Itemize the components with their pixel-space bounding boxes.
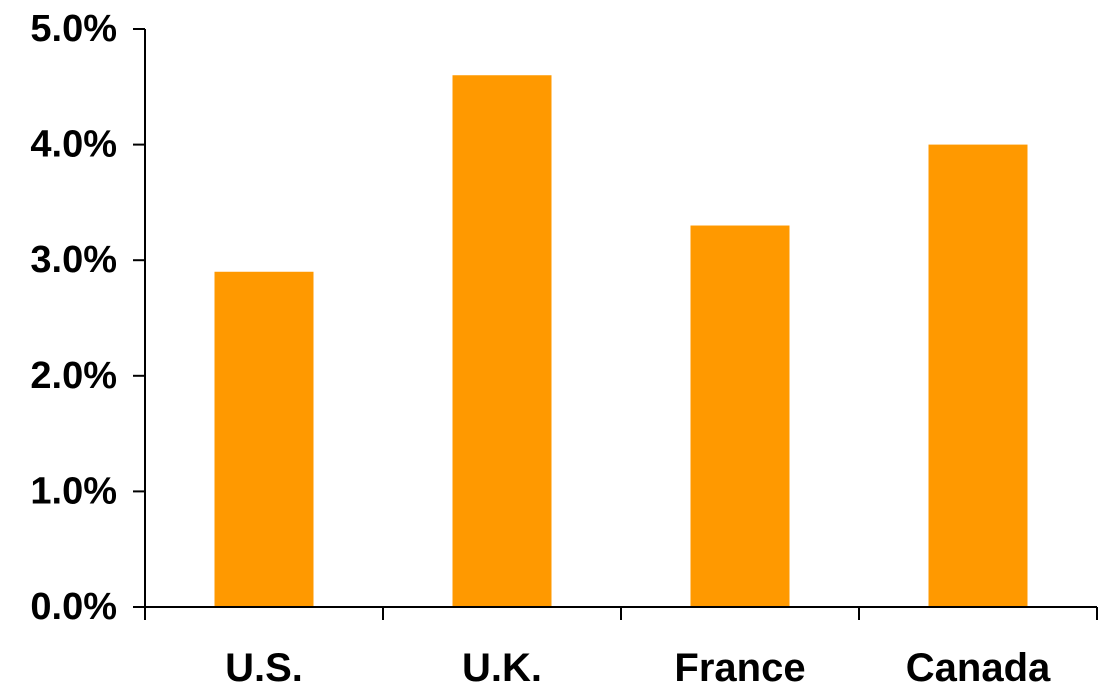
y-axis-tick-labels: 0.0% 1.0% 2.0% 3.0% 4.0% 5.0%	[30, 8, 117, 628]
x-axis-category-labels: U.S. U.K. France Canada	[225, 646, 1051, 690]
bar-u-s	[214, 271, 314, 607]
x-axis-ticks	[144, 607, 1098, 620]
bar-u-k	[452, 75, 552, 608]
y-tick-label: 2.0%	[30, 355, 117, 397]
x-category-label: France	[674, 646, 805, 690]
y-tick-label: 5.0%	[30, 8, 117, 50]
x-category-label: Canada	[906, 646, 1051, 690]
y-tick-label: 3.0%	[30, 239, 117, 281]
x-category-label: U.K.	[462, 646, 542, 690]
bar-france	[690, 225, 790, 607]
axes-group	[133, 29, 1097, 608]
y-tick-label: 4.0%	[30, 124, 117, 166]
bars-group	[214, 75, 1028, 608]
y-axis-ticks	[133, 28, 145, 608]
bar-canada	[928, 144, 1028, 607]
y-tick-label: 1.0%	[30, 470, 117, 512]
x-category-label: U.S.	[225, 646, 303, 690]
y-tick-label: 0.0%	[30, 586, 117, 628]
